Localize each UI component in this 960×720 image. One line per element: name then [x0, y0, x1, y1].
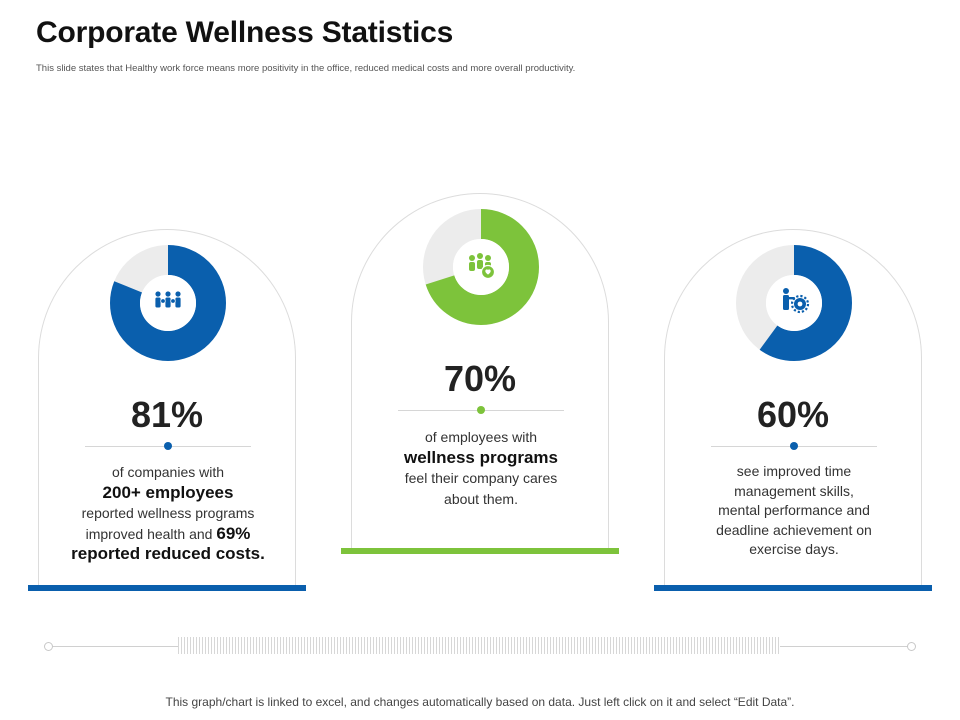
desc-line: of companies with [111, 464, 225, 480]
divider-dot [477, 406, 485, 414]
stat-description: of employees with wellness programs feel… [364, 427, 598, 509]
donut-arc[interactable] [736, 245, 852, 361]
stat-card-companies[interactable]: 81% of companies with 200+ employees rep… [38, 229, 296, 586]
desc-emphasis: 69% [216, 523, 251, 543]
divider-dot [790, 442, 798, 450]
card-base-bar [341, 548, 619, 554]
people-group-icon [155, 291, 181, 308]
stat-percent: 60% [756, 394, 830, 435]
stat-percent: 81% [130, 394, 204, 435]
divider-dot [164, 442, 172, 450]
desc-line: feel their company cares [404, 470, 558, 486]
donut-arc[interactable] [110, 245, 226, 361]
stat-percent: 70% [443, 358, 517, 399]
desc-emphasis: wellness programs [403, 447, 558, 467]
footer-note: This graph/chart is linked to excel, and… [165, 695, 795, 709]
desc-emphasis: 200+ employees [102, 482, 234, 502]
desc-line: see improved time [736, 463, 852, 479]
stat-description: of companies with 200+ employees reporte… [51, 462, 285, 565]
page-title: Corporate Wellness Statistics [36, 16, 454, 49]
team-heart-icon [469, 253, 496, 280]
stat-description: see improved time management skills, men… [677, 462, 911, 560]
donut-chart-companies[interactable] [108, 243, 228, 363]
footer-endpoint-left [44, 642, 53, 651]
donut-center [766, 275, 822, 331]
page-subtitle: This slide states that Healthy work forc… [36, 63, 576, 74]
card-base-bar [654, 585, 932, 591]
donut-chart-exercise[interactable] [734, 243, 854, 363]
donut-chart-employees[interactable] [421, 207, 541, 327]
stat-card-employees[interactable]: 70% of employees with wellness programs … [351, 193, 609, 549]
person-gear-icon [783, 288, 810, 314]
desc-line: reported wellness programs [81, 505, 255, 521]
card-base-bar [28, 585, 306, 591]
desc-line: deadline achievement on [716, 521, 872, 538]
footer-hatch-band [178, 637, 780, 654]
desc-line: management skills, [734, 482, 854, 499]
desc-line: of employees with [424, 429, 538, 445]
stat-card-exercise[interactable]: 60% see improved time management skills,… [664, 229, 922, 586]
desc-line: mental performance and [718, 502, 870, 518]
desc-line: about them. [444, 490, 518, 507]
desc-emphasis: reported reduced costs. [71, 544, 265, 563]
footer-endpoint-right [907, 642, 916, 651]
desc-line: improved health and [85, 525, 217, 542]
desc-line: exercise days. [749, 541, 839, 557]
donut-arc[interactable] [423, 209, 539, 325]
